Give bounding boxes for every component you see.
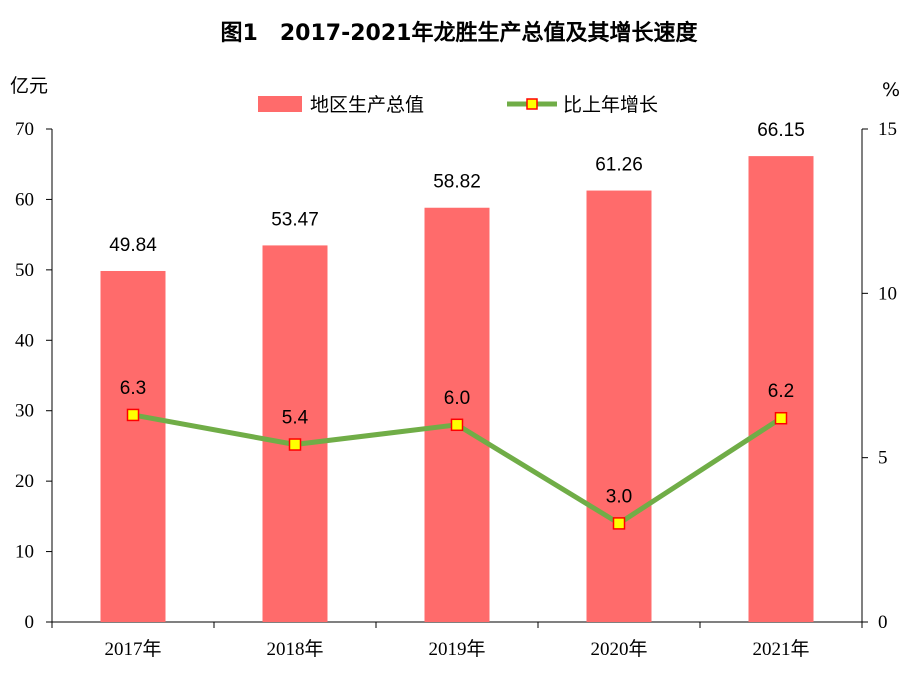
- x-tick-label: 2021年: [752, 638, 809, 660]
- legend-bar-label: 地区生产总值: [310, 94, 424, 116]
- left-tick-label: 30: [15, 401, 34, 422]
- x-tick-label: 2018年: [266, 638, 323, 660]
- legend: 地区生产总值 比上年增长: [258, 94, 658, 116]
- left-tick-label: 70: [15, 119, 34, 140]
- legend-bar-swatch: [258, 96, 302, 112]
- line-point: [612, 517, 626, 530]
- line-point: [126, 408, 140, 422]
- left-tick-label: 0: [25, 612, 35, 633]
- left-tick-label: 20: [15, 471, 34, 492]
- legend-line-label: 比上年增长: [563, 94, 658, 116]
- right-tick-label: 5: [878, 448, 888, 469]
- line-point: [450, 418, 464, 432]
- bar: [262, 245, 328, 622]
- line-value-label: 6.2: [768, 381, 794, 402]
- axes: 0 10 20 30 40 50 60 70 0 5 10 15 2017年 2018年 2019年 2020…: [15, 119, 897, 660]
- bar: [424, 207, 490, 622]
- line-value-label: 3.0: [606, 486, 632, 507]
- right-tick-label: 15: [878, 119, 897, 140]
- legend-line-marker: [526, 98, 538, 110]
- line-series: [126, 408, 788, 530]
- right-axis-unit: %: [882, 79, 900, 101]
- left-tick-label: 40: [15, 330, 34, 351]
- bar-value-label: 58.82: [433, 172, 481, 193]
- bar-value-label: 49.84: [109, 235, 157, 256]
- bar-value-label: 66.15: [757, 120, 805, 141]
- right-tick-label: 0: [878, 612, 888, 633]
- left-tick-label: 10: [15, 542, 34, 563]
- line-point: [288, 438, 302, 451]
- line-value-label: 6.0: [444, 388, 470, 409]
- x-tick-label: 2019年: [428, 638, 485, 660]
- line-value-label: 6.3: [120, 378, 146, 399]
- left-axis-unit: 亿元: [10, 75, 48, 97]
- right-tick-label: 10: [878, 283, 897, 304]
- bar-value-label: 53.47: [271, 209, 319, 230]
- bar-value-label: 61.26: [595, 155, 643, 176]
- x-tick-label: 2017年: [104, 638, 161, 660]
- chart-title: 图1 2017-2021年龙胜生产总值及其增长速度: [221, 20, 699, 46]
- left-tick-label: 60: [15, 189, 34, 210]
- bar: [100, 270, 166, 622]
- line-value-label: 5.4: [282, 408, 309, 429]
- line-point: [774, 411, 788, 425]
- bar: [586, 190, 652, 622]
- left-tick-label: 50: [15, 260, 34, 281]
- data-labels: 49.84 53.47 58.82 61.26 66.15 6.3 5.4 6.0 3.0 6.2: [109, 120, 805, 507]
- bars: [100, 156, 814, 623]
- bar: [748, 156, 814, 623]
- x-tick-label: 2020年: [590, 638, 647, 660]
